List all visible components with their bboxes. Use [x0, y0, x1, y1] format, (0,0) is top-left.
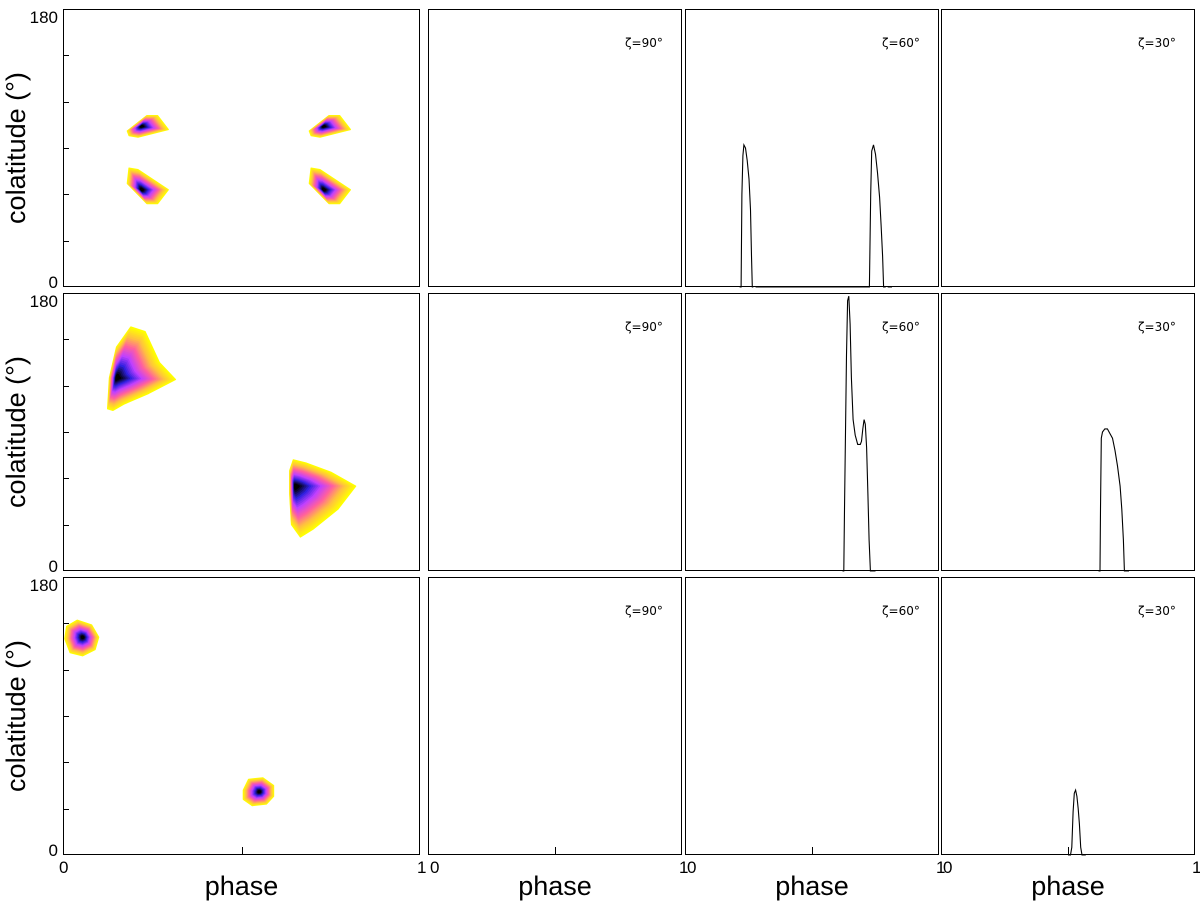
heatmap-contour [322, 187, 327, 192]
zeta-label: ζ=90° [625, 320, 663, 334]
heatmap-blob [242, 777, 275, 807]
plot-frame [428, 9, 682, 287]
heatmap-blob [308, 114, 351, 138]
plot-background [685, 577, 939, 855]
plot-frame [941, 9, 1195, 287]
plot-background [941, 577, 1195, 855]
panel-r1-c3: ζ=60° [685, 9, 939, 288]
plot-background [685, 293, 939, 571]
heatmap-contour [115, 373, 122, 381]
x-tick-label-right: 1 [1192, 858, 1200, 877]
zeta-label: ζ=90° [625, 604, 663, 618]
zeta-label: ζ=30° [1138, 604, 1176, 618]
panel-r3-c3: ζ=60° 0 1 phase [685, 577, 945, 901]
heatmap-blob [64, 619, 100, 657]
plot-frame [685, 9, 939, 287]
x-tick-label-right: 1 [679, 858, 688, 877]
plot-background [63, 9, 420, 287]
y-tick-label-bottom: 0 [49, 557, 58, 576]
pulse-profile-line [1098, 428, 1129, 572]
zeta-label: ζ=30° [1138, 320, 1176, 334]
plot-background [428, 293, 682, 571]
x-tick-label-left: 0 [687, 858, 696, 877]
heatmap-blob [289, 459, 357, 538]
panel-r3-c4: ζ=30° 0 1 phase [941, 577, 1200, 901]
x-tick-label-left: 0 [430, 858, 439, 877]
plot-background [941, 293, 1195, 571]
zeta-label: ζ=30° [1138, 36, 1176, 50]
panel-r3-c2: ζ=90° 0 1 phase [428, 577, 688, 901]
panel-r2-c4: ζ=30° [941, 293, 1195, 572]
panel-r1-c2: ζ=90° [428, 9, 682, 287]
heatmap-contour [139, 124, 144, 128]
panel-r2-c3: ζ=60° [685, 293, 939, 572]
plot-background [428, 9, 682, 287]
plot-background [63, 577, 420, 855]
pulse-profile-line [842, 295, 876, 572]
x-tick-label-left: 0 [943, 858, 952, 877]
x-tick-label-right: 1 [417, 858, 426, 877]
heatmap-contour [139, 187, 144, 192]
y-axis-label: colatitude (°) [1, 356, 31, 508]
zeta-label: ζ=90° [625, 36, 663, 50]
y-axis-label: colatitude (°) [1, 72, 31, 224]
plot-frame [685, 293, 939, 571]
plot-frame [941, 293, 1195, 571]
zeta-label: ζ=60° [882, 320, 920, 334]
panel-r2-c1: 180 0 colatitude (°) [1, 292, 420, 576]
y-tick-label-top: 180 [30, 8, 58, 27]
heatmap-content [126, 114, 351, 205]
zeta-label: ζ=60° [882, 36, 920, 50]
y-axis-label: colatitude (°) [1, 640, 31, 792]
zeta-label: ζ=60° [882, 604, 920, 618]
plot-frame [428, 293, 682, 571]
y-tick-label-top: 180 [30, 576, 58, 595]
heatmap-contour [257, 790, 261, 794]
heatmap-blob [308, 167, 351, 205]
panel-r1-c1: 180 0 colatitude (°) [1, 8, 420, 292]
x-axis-label: phase [775, 871, 849, 901]
heatmap-contour [322, 124, 327, 128]
x-axis-label: phase [1031, 871, 1105, 901]
heatmap-content [106, 326, 357, 538]
x-axis-label: phase [205, 871, 279, 901]
heatmap-blob [126, 167, 169, 205]
x-tick-label-right: 1 [936, 858, 945, 877]
heatmap-blob [126, 114, 169, 138]
y-tick-label-bottom: 0 [49, 841, 58, 860]
plot-background [63, 293, 420, 571]
y-tick-label-top: 180 [30, 292, 58, 311]
plot-background [941, 9, 1195, 287]
x-tick-label-left: 0 [59, 858, 68, 877]
heatmap-contour [294, 483, 300, 491]
heatmap-contour [80, 635, 85, 640]
plot-background [428, 577, 682, 855]
panel-r2-c2: ζ=90° [428, 293, 682, 571]
plot-background [685, 9, 939, 287]
heatmap-blob [106, 326, 177, 411]
x-axis-label: phase [518, 871, 592, 901]
y-tick-label-bottom: 0 [49, 273, 58, 292]
heatmap-content [64, 619, 275, 807]
panel-r3-c1: 180 0 colatitude (°) 0 1 phase [1, 576, 426, 901]
panel-r1-c4: ζ=30° [941, 9, 1195, 287]
